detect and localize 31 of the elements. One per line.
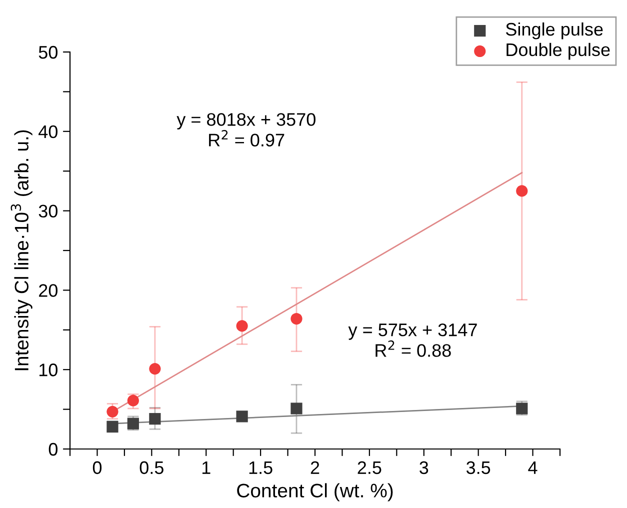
point xyxy=(149,362,161,375)
point xyxy=(149,413,161,425)
annotation: y = 575x + 3147 R$^{2}$ = 0.88 xyxy=(348,323,477,357)
x-tick-label: 0.5 xyxy=(140,461,164,474)
y-tick-label: 0 xyxy=(48,442,58,456)
x-tick-label: 2 xyxy=(310,461,320,474)
y-tick-label: 20 xyxy=(39,284,58,297)
point xyxy=(236,320,248,332)
x-tick-label: 1 xyxy=(202,461,210,474)
point xyxy=(516,185,528,197)
legend-label: Double pulse xyxy=(506,42,610,60)
x-tick-label: 1.5 xyxy=(249,461,272,474)
x-tick-label: 2.5 xyxy=(358,461,382,474)
point xyxy=(127,394,139,406)
y-tick-label: 30 xyxy=(38,204,58,218)
x-tick-label: 3.5 xyxy=(466,461,490,474)
point xyxy=(290,312,302,325)
point xyxy=(106,406,118,418)
x-tick-label: 4 xyxy=(528,461,538,474)
point xyxy=(290,402,302,414)
point xyxy=(236,410,248,422)
x-tick-label: 3 xyxy=(420,461,428,474)
x-tick-label: 0 xyxy=(92,461,102,474)
y-tick-label: 40 xyxy=(38,125,58,138)
point xyxy=(106,420,118,433)
x-axis-title: Content Cl (wt. %) xyxy=(237,483,393,502)
y-axis-title: Intensity Cl line·10$^{3}$ (arb. u.) xyxy=(10,130,32,370)
y-tick-label: 10 xyxy=(39,364,58,376)
y-tick-label: 50 xyxy=(38,46,58,59)
annotation: y = 8018x + 3570 R$^{2}$ = 0.97 xyxy=(176,113,316,146)
legend-label: Single pulse xyxy=(506,22,603,40)
